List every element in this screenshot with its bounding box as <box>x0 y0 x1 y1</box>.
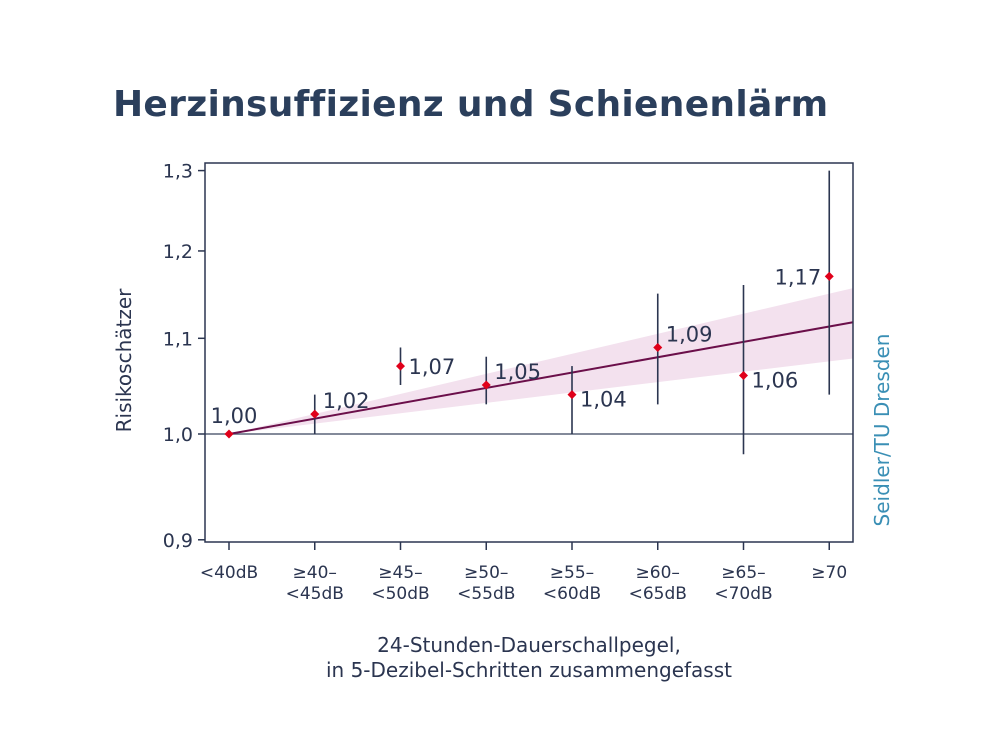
y-tick-label: 1,0 <box>163 424 193 446</box>
data-point <box>739 370 748 380</box>
x-tick-label: <70dB <box>714 584 772 604</box>
x-tick-label: ≥55– <box>550 563 594 583</box>
data-label: 1,04 <box>580 388 627 412</box>
chart-title: Herzinsuffizienz und Schienenlärm <box>113 84 829 125</box>
x-tick-label: <50dB <box>371 584 429 604</box>
confidence-band <box>229 288 853 434</box>
x-tick-label: <40dB <box>200 563 258 583</box>
data-label: 1,17 <box>774 265 821 289</box>
x-tick-label: ≥65– <box>721 563 765 583</box>
x-tick-label: <60dB <box>543 584 601 604</box>
y-tick-label: 1,3 <box>163 161 193 183</box>
data-label: 1,06 <box>752 368 799 392</box>
data-label: 1,05 <box>494 360 541 384</box>
x-tick-label: ≥50– <box>464 563 508 583</box>
data-point <box>567 390 577 400</box>
x-axis-title: 24-Stunden-Dauerschallpegel, <box>377 633 681 657</box>
data-point <box>653 342 663 352</box>
data-label: 1,09 <box>666 322 713 346</box>
trend-line <box>228 321 854 435</box>
data-point <box>224 429 234 439</box>
data-point <box>310 409 320 419</box>
x-tick-label: ≥60– <box>636 563 680 583</box>
plot-frame <box>204 162 854 543</box>
x-tick-label: <65dB <box>629 584 687 604</box>
x-axis-title: in 5-Dezibel-Schritten zusammengefasst <box>326 658 732 682</box>
x-tick-label: ≥70 <box>811 563 847 583</box>
y-tick-label: 1,2 <box>163 241 193 263</box>
data-label: 1,00 <box>211 404 258 428</box>
x-tick-label: <55dB <box>457 584 515 604</box>
data-point <box>824 271 834 281</box>
y-tick-label: 1,1 <box>163 328 193 350</box>
x-tick-label: <45dB <box>286 584 344 604</box>
x-tick-label: ≥45– <box>378 563 422 583</box>
data-point <box>396 361 405 371</box>
y-axis-title: Risikoschätzer <box>112 288 136 433</box>
y-tick-label: 0,9 <box>163 530 193 552</box>
data-label: 1,02 <box>323 389 370 413</box>
credit-text: Seidler/TU Dresden <box>870 334 894 527</box>
x-tick-label: ≥40– <box>293 563 337 583</box>
data-point <box>481 380 491 390</box>
data-label: 1,07 <box>409 355 456 379</box>
